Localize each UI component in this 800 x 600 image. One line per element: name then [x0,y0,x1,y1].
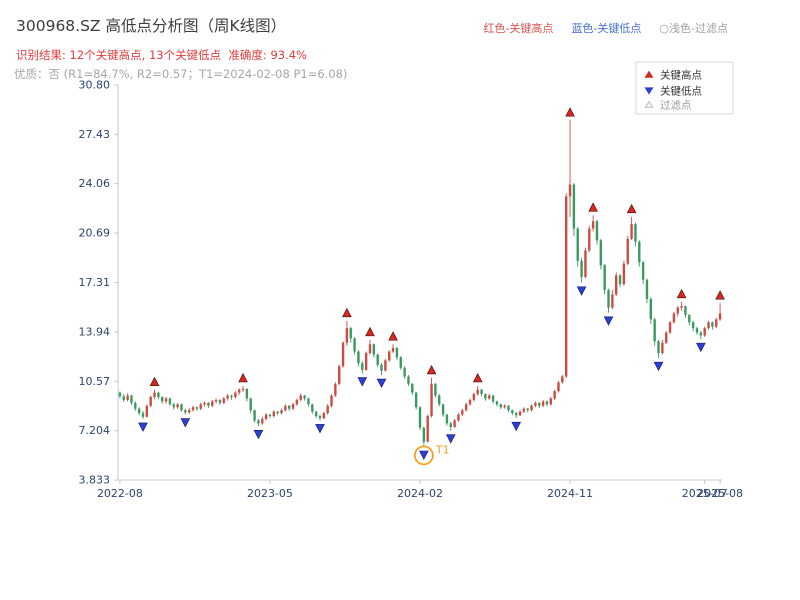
key-low-triangle [376,378,387,388]
svg-text:2024-02: 2024-02 [397,487,443,500]
recognition-result-text: 识别结果: 12个关键高点, 13个关键低点 准确度: 93.4% [16,48,307,62]
key-low-triangle [419,450,429,461]
legend-open-triangle-icon [644,100,654,108]
key-high-markers [149,107,725,386]
key-high-triangle [365,326,375,337]
key-low-triangle [653,361,664,372]
page-title: 300968.SZ 高低点分析图（周K线图） [16,17,287,35]
legend-key-low-label: 蓝色-关键低点 [571,22,642,35]
key-high-triangle [565,107,575,117]
svg-text:10.57: 10.57 [79,375,111,388]
key-high-triangle [149,376,160,386]
key-high-triangle [472,373,483,383]
key-high-triangle [388,331,398,341]
key-high-triangle [715,290,725,300]
legend-down-triangle-icon [644,87,654,95]
key-low-triangle [315,424,325,434]
axes [114,84,722,484]
key-low-triangle [576,286,587,296]
x-axis-labels: 2022-08 2023-05 2024-02 2024-11 2025-072025-… [97,487,743,500]
key-low-triangle [696,342,706,353]
svg-text:2022-08: 2022-08 [97,487,143,500]
svg-text:20.69: 20.69 [79,227,111,240]
legend-key-high-label: 红色-关键高点 [483,22,554,35]
key-low-triangle [511,421,521,432]
key-high-triangle [626,203,637,214]
key-low-triangle [357,377,368,387]
key-high-triangle [426,364,437,375]
key-low-markers [138,286,706,461]
legend-up-triangle-icon [644,70,654,78]
t1-circle [413,445,434,466]
legend-filter-label: ○浅色-过滤点 [659,22,728,35]
svg-text:13.94: 13.94 [79,325,111,338]
legend-item-label: 关键高点 [660,69,702,82]
svg-text:3.833: 3.833 [79,474,111,487]
svg-text:24.06: 24.06 [79,177,111,190]
color-legend: 红色-关键高点 蓝色-关键低点 ○浅色-过滤点 [483,20,728,36]
svg-text:2025-08: 2025-08 [697,487,743,500]
key-low-triangle [253,429,264,440]
candles [118,120,722,448]
svg-text:7.204: 7.204 [79,424,111,437]
svg-text:2025-07: 2025-07 [682,487,728,500]
svg-text:2023-05: 2023-05 [247,487,293,500]
key-low-triangle [603,316,614,326]
svg-text:2024-11: 2024-11 [547,487,593,500]
key-low-triangle [138,422,148,432]
t1-annotation: T1 [413,443,450,466]
svg-text:30.80: 30.80 [79,79,111,92]
svg-text:17.31: 17.31 [79,276,111,289]
key-low-triangle [180,418,191,428]
key-high-triangle [588,202,598,212]
key-low-triangle [445,434,456,444]
key-high-triangle [676,288,687,299]
quality-stats-text: 优质：否 (R1=84.7%, R2=0.57；T1=2024-02-08 P1… [14,67,348,81]
legend-item-label: 关键低点 [660,85,702,98]
key-high-triangle [238,373,248,383]
svg-text:27.43: 27.43 [79,128,111,141]
t1-label: T1 [435,443,450,456]
key-high-triangle [342,307,352,318]
legend-item-label: 过滤点 [660,99,692,112]
y-axis-labels: 30.80 27.43 24.06 20.69 17.31 13.94 10.57 7.204… [79,79,111,487]
